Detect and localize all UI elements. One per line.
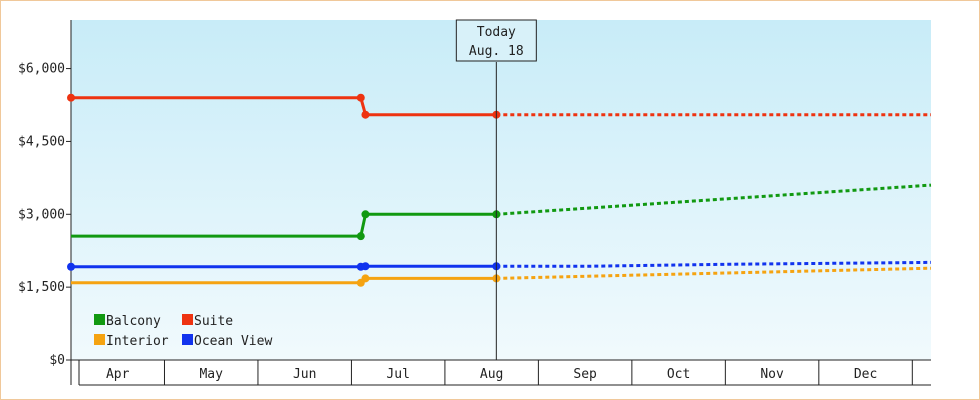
today-date: Aug. 18 bbox=[469, 44, 524, 59]
y-tick-label: $4,500 bbox=[18, 134, 65, 149]
legend-swatch-suite bbox=[182, 314, 193, 325]
y-tick-label: $1,500 bbox=[18, 280, 65, 295]
series-line-balcony bbox=[71, 212, 497, 238]
x-tick-label: Dec bbox=[854, 367, 877, 382]
series-point-ocean-view bbox=[361, 262, 370, 271]
legend-label-ocean-view: Ocean View bbox=[194, 334, 272, 349]
legend-swatch-ocean-view bbox=[182, 334, 193, 345]
series-forecast-balcony bbox=[496, 183, 932, 216]
x-tick-label: Sep bbox=[573, 367, 597, 382]
legend-label-balcony: Balcony bbox=[106, 314, 161, 329]
series-forecast-interior bbox=[496, 266, 932, 280]
legend-label-interior: Interior bbox=[106, 334, 169, 349]
x-tick-label: Jun bbox=[293, 367, 316, 382]
x-tick-label: Oct bbox=[667, 367, 690, 382]
series-point-interior bbox=[361, 274, 370, 283]
today-label-box bbox=[455, 19, 537, 62]
series-point-ocean-view bbox=[67, 262, 75, 271]
series-forecast-ocean-view bbox=[496, 260, 932, 268]
series-point-suite bbox=[67, 93, 75, 102]
y-tick-label: $3,000 bbox=[18, 207, 65, 222]
plot-area bbox=[71, 20, 931, 360]
legend-swatch-balcony bbox=[94, 314, 105, 325]
legend-label-suite: Suite bbox=[194, 314, 233, 329]
series-point-balcony bbox=[356, 232, 365, 241]
series-line-suite bbox=[71, 96, 497, 117]
y-tick-label: $6,000 bbox=[18, 62, 65, 77]
today-label: Today bbox=[477, 25, 516, 40]
x-tick-label: Aug bbox=[480, 367, 503, 382]
x-tick-label: Jul bbox=[386, 367, 409, 382]
series-point-balcony bbox=[361, 210, 370, 219]
y-tick-label: $0 bbox=[49, 353, 65, 368]
series-point-suite bbox=[361, 110, 370, 119]
x-tick-label: Apr bbox=[106, 367, 130, 382]
x-tick-label: Nov bbox=[760, 367, 784, 382]
x-tick-label: May bbox=[199, 367, 223, 382]
legend-swatch-interior bbox=[94, 334, 105, 345]
series-point-suite bbox=[356, 93, 365, 102]
